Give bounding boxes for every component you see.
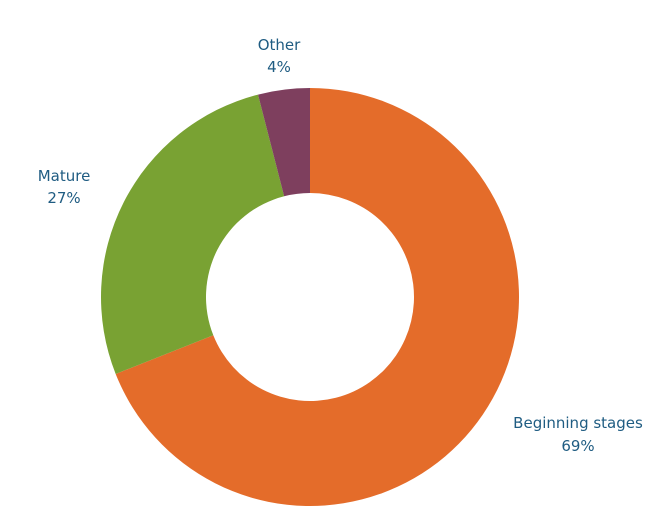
slice-value-other: 4% xyxy=(267,58,291,76)
slice-label-other: Other xyxy=(258,36,301,54)
slice-mature xyxy=(100,94,285,374)
slice-label-beginning-stages: Beginning stages xyxy=(513,414,643,432)
slice-value-beginning-stages: 69% xyxy=(561,437,594,455)
slices-group xyxy=(100,88,520,506)
slice-value-mature: 27% xyxy=(47,189,80,207)
slice-label-mature: Mature xyxy=(38,167,91,185)
slice-beginning-stages xyxy=(115,88,520,506)
labels-group: Beginning stages 69% Mature 27% Other 4% xyxy=(38,36,643,455)
slice-other xyxy=(258,88,310,197)
